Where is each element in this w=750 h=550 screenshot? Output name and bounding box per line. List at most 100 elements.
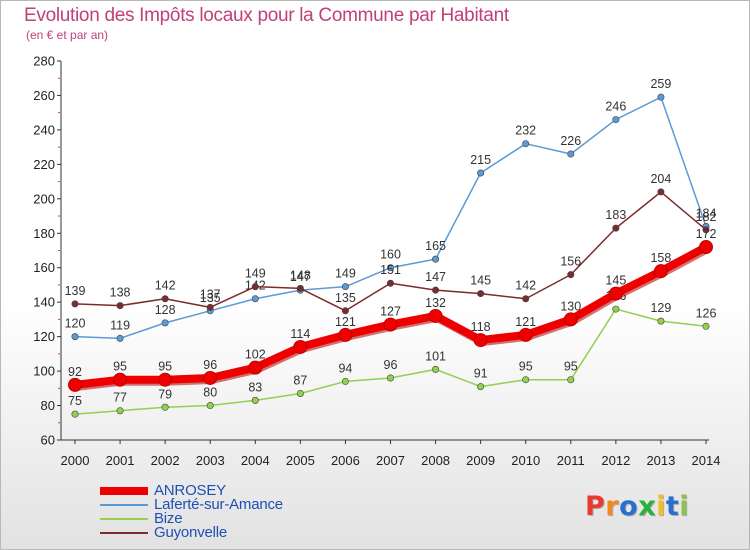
data-label: 215 [470, 153, 491, 167]
logo-letter: o [619, 491, 639, 522]
data-point [251, 396, 259, 404]
data-point [296, 284, 304, 292]
legend-swatch [100, 504, 148, 506]
data-label: 120 [65, 317, 86, 331]
data-point [657, 317, 665, 325]
x-tick-label: 2002 [151, 453, 180, 468]
y-tick-label: 60 [41, 433, 55, 448]
data-label: 101 [425, 349, 446, 363]
data-point [296, 389, 304, 397]
x-tick-label: 2010 [511, 453, 540, 468]
data-point [293, 339, 308, 354]
y-tick-label: 240 [33, 122, 55, 137]
legend-swatch [100, 532, 148, 534]
data-point [612, 224, 620, 232]
data-point [612, 305, 620, 313]
data-point [341, 307, 349, 315]
y-tick-label: 100 [33, 364, 55, 379]
data-label: 79 [158, 387, 172, 401]
legend-item-anrosey: ANROSEY [100, 482, 400, 499]
data-point [206, 402, 214, 410]
data-label: 165 [425, 239, 446, 253]
chart-title: Evolution des Impôts locaux pour la Comm… [24, 5, 509, 26]
data-point [522, 295, 530, 303]
data-label: 121 [335, 315, 356, 329]
data-label: 204 [650, 172, 671, 186]
data-label: 91 [474, 367, 488, 381]
data-point [702, 322, 710, 330]
y-tick-label: 220 [33, 157, 55, 172]
data-label: 126 [696, 306, 717, 320]
y-tick-label: 260 [33, 88, 55, 103]
x-tick-label: 2013 [646, 453, 675, 468]
legend-label: Bize [154, 510, 183, 527]
data-label: 232 [515, 124, 536, 138]
data-point [71, 333, 79, 341]
data-label: 149 [245, 267, 266, 281]
legend-item-bize: Bize [100, 510, 400, 527]
data-point [386, 374, 394, 382]
data-point [653, 264, 668, 279]
data-label: 129 [650, 301, 671, 315]
data-label: 121 [515, 315, 536, 329]
data-label: 139 [65, 284, 86, 298]
data-point [473, 333, 488, 348]
data-point [251, 295, 259, 303]
data-point [608, 286, 623, 301]
data-label: 128 [155, 303, 176, 317]
data-label: 151 [380, 263, 401, 277]
data-label: 137 [200, 287, 221, 301]
legend-item-guyonvelle: Guyonvelle [100, 524, 400, 541]
data-point [428, 308, 443, 323]
logo-letter: t [665, 491, 680, 522]
x-tick-label: 2007 [376, 453, 405, 468]
series-anrosey: 92 95 95 96 102 114 121 127 132 118 121 130 145 158 17… [68, 227, 716, 392]
data-label: 95 [564, 360, 578, 374]
proxiti-logo: Proxiti [585, 491, 689, 522]
data-point [657, 93, 665, 101]
data-label: 147 [425, 270, 446, 284]
data-point [161, 403, 169, 411]
data-point [68, 377, 82, 392]
data-point [386, 264, 394, 272]
data-label: 92 [68, 365, 82, 379]
data-point [477, 290, 485, 298]
data-point [699, 240, 713, 255]
data-label: 158 [650, 251, 671, 265]
data-point [432, 255, 440, 263]
y-tick-label: 80 [41, 398, 55, 413]
data-label: 183 [605, 208, 626, 222]
y-tick-label: 280 [33, 54, 55, 69]
data-label: 95 [113, 360, 127, 374]
data-label: 135 [335, 291, 356, 305]
legend-label: Guyonvelle [154, 524, 228, 541]
data-label: 142 [515, 279, 536, 293]
data-point [657, 188, 665, 196]
data-label: 118 [471, 320, 491, 334]
data-point [116, 334, 124, 342]
data-label: 83 [248, 380, 262, 394]
data-point [567, 271, 575, 279]
data-label: 80 [203, 386, 217, 400]
data-label: 142 [155, 279, 176, 293]
data-point [477, 383, 485, 391]
data-label: 182 [696, 210, 717, 224]
logo-letter: x [638, 491, 657, 522]
data-point [338, 327, 353, 342]
data-point [116, 302, 124, 310]
data-label: 95 [158, 360, 172, 374]
data-label: 77 [113, 391, 127, 405]
data-label: 96 [203, 358, 217, 372]
data-label: 246 [605, 100, 626, 114]
series-laferte-sur-amance: 120 119 128 135 142 147 149 160 165 215 232 226 246 2… [65, 77, 716, 342]
x-tick-label: 2005 [286, 453, 315, 468]
data-label: 75 [68, 394, 82, 408]
x-tick-label: 2012 [601, 453, 630, 468]
logo-letter: i [679, 491, 690, 522]
data-point [251, 283, 259, 291]
data-label: 94 [338, 361, 352, 375]
data-point [518, 327, 533, 342]
series-guyonvelle: 139 138 142 137 149 148 135 151 147 145 142 156 183 2… [65, 172, 717, 315]
data-point [206, 303, 214, 311]
